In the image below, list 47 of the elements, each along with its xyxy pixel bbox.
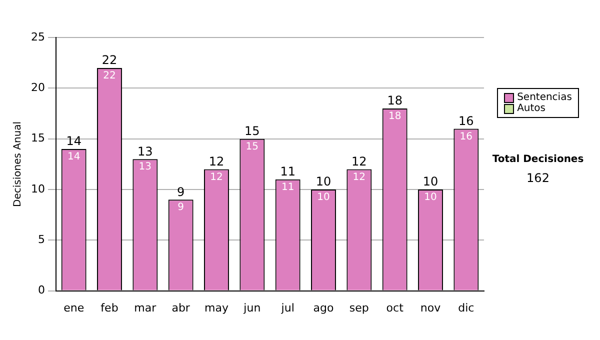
x-tick-label: feb [100, 301, 118, 314]
data-label: 13 [138, 162, 152, 173]
y-tick-label: 5 [38, 233, 45, 246]
total-label: 16 [458, 114, 474, 128]
total-label: 9 [177, 184, 185, 199]
x-tick-label: jul [280, 301, 294, 314]
total-label: 10 [316, 174, 332, 189]
data-label: 22 [103, 70, 116, 82]
x-tick-label: sep [349, 301, 369, 314]
total-label: 12 [352, 154, 367, 168]
data-label: 12 [210, 172, 223, 183]
x-tick-label: mar [134, 301, 157, 314]
data-label: 9 [178, 202, 184, 214]
x-tick-label: oct [386, 301, 404, 314]
x-tick-label: dic [458, 301, 474, 314]
x-tick-label: jun [242, 301, 261, 314]
legend-label: Sentencias [517, 92, 572, 103]
legend-label: Autos [517, 103, 546, 114]
total-label: 22 [102, 53, 118, 68]
x-tick-label: nov [420, 301, 442, 314]
total-label: 15 [244, 124, 260, 138]
x-tick-label: ene [64, 301, 84, 314]
y-tick-label: 15 [30, 132, 45, 145]
x-tick-label: ago [313, 301, 334, 314]
y-tick-label: 25 [30, 30, 45, 44]
x-tick-label: may [204, 301, 229, 314]
data-label: 18 [388, 111, 402, 122]
total-label: 18 [387, 94, 402, 108]
y-axis-title: Decisiones Anual [12, 121, 24, 207]
total-label: 10 [422, 174, 438, 189]
data-label: 16 [460, 131, 473, 142]
data-label: 14 [67, 152, 80, 163]
y-tick-label: 20 [30, 81, 45, 94]
data-label: 12 [352, 172, 366, 183]
data-label: 10 [424, 192, 437, 204]
total-label: 11 [280, 164, 296, 179]
data-label: 10 [317, 192, 330, 204]
total-label: 13 [138, 144, 153, 158]
data-label: 11 [281, 182, 294, 193]
x-tick-label: abr [172, 301, 190, 314]
text: 162 [526, 171, 550, 185]
data-label: 15 [246, 141, 259, 152]
y-tick-label: 0 [38, 284, 45, 297]
text: Total Decisiones [492, 154, 584, 165]
total-label: 14 [66, 134, 82, 148]
total-label: 12 [208, 154, 224, 168]
y-tick-label: 10 [30, 182, 45, 196]
